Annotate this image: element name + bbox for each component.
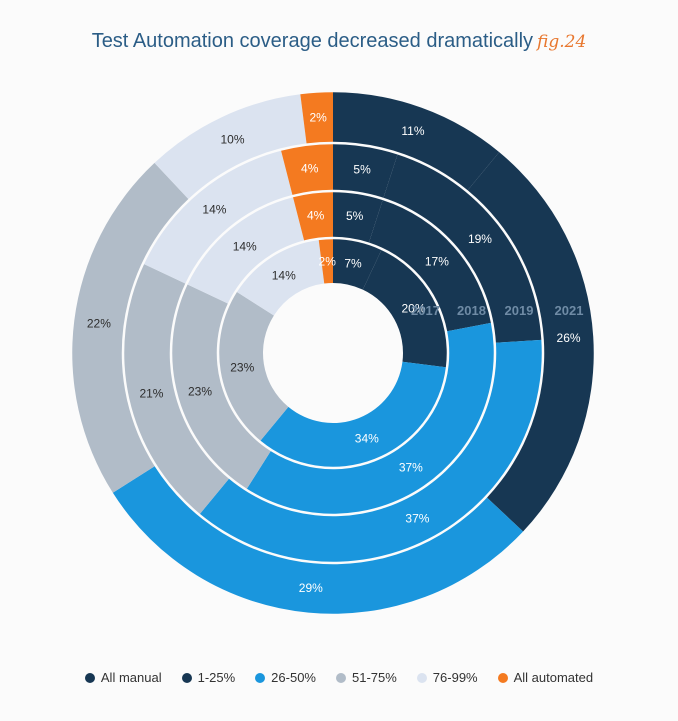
ring-2017-segment-1 [362, 250, 447, 368]
legend-item-0: All manual [84, 670, 162, 685]
ring-2018-segment-1 [368, 200, 491, 332]
ring-2017-label-3: 23% [230, 360, 254, 374]
ring-2017-label-4: 14% [272, 268, 296, 282]
ring-year-label-2021: 2021 [555, 303, 584, 318]
legend-swatch-4 [416, 672, 427, 683]
ring-2021-label-4: 10% [221, 132, 245, 146]
ring-year-label-2019: 2019 [505, 303, 534, 318]
ring-2021-segment-4 [154, 94, 307, 200]
legend-label-4: 76-99% [432, 670, 478, 685]
legend-item-2: 26-50% [255, 670, 316, 685]
ring-2021-label-5: 2% [310, 110, 328, 124]
chart-title: Test Automation coverage decreased drama… [0, 30, 678, 53]
ring-2021-segment-0 [333, 92, 500, 191]
legend-swatch-0 [84, 672, 95, 683]
ring-2021-segment-3 [72, 162, 189, 493]
figure-label: fig.24 [537, 32, 587, 52]
ring-2021-segment-5 [300, 92, 333, 144]
ring-2019-segment-0 [333, 144, 398, 198]
ring-2021-label-1: 26% [557, 331, 581, 345]
legend-item-3: 51-75% [335, 670, 397, 685]
ring-2019-label-3: 21% [139, 387, 163, 401]
ring-2018-label-3: 23% [188, 385, 212, 399]
ring-2019-segment-2 [199, 339, 542, 562]
ring-2021-segment-2 [112, 466, 524, 614]
ring-2018-label-2: 37% [399, 461, 423, 475]
ring-2017-segment-4 [236, 240, 325, 316]
legend-swatch-5 [497, 672, 508, 683]
legend-item-5: All automated [497, 670, 594, 685]
ring-2021-label-2: 29% [299, 581, 323, 595]
ring-2021-label-3: 22% [87, 316, 111, 330]
ring-2017-segment-3 [219, 292, 289, 441]
ring-2017-label-0: 7% [344, 256, 362, 270]
legend-swatch-3 [335, 672, 346, 683]
ring-2019-segment-3 [124, 264, 229, 514]
ring-year-label-2017: 2017 [411, 303, 440, 318]
chart-title-text: Test Automation coverage decreased drama… [91, 30, 534, 52]
ring-2018-label-5: 4% [307, 209, 325, 223]
ring-2021-label-0: 11% [401, 124, 424, 138]
ring-2017-segment-2 [260, 361, 446, 467]
ring-2021-segment-1 [467, 152, 594, 532]
ring-2018-segment-5 [293, 192, 333, 241]
legend-label-5: All automated [513, 670, 594, 685]
ring-2019-segment-1 [383, 154, 542, 343]
ring-2017-label-5: 2% [319, 254, 337, 268]
legend-label-3: 51-75% [351, 670, 397, 685]
ring-2018-segment-3 [172, 284, 271, 489]
ring-2018-label-1: 17% [425, 254, 449, 268]
ring-2019-label-0: 5% [353, 162, 371, 176]
legend-label-2: 26-50% [271, 670, 316, 685]
ring-2018-segment-0 [333, 192, 383, 243]
ring-2018-segment-4 [187, 197, 305, 304]
legend-label-1: 1-25% [197, 670, 236, 685]
legend-label-0: All manual [100, 670, 162, 685]
ring-year-label-2018: 2018 [457, 303, 486, 318]
ring-2019-label-2: 37% [405, 512, 429, 526]
ring-2018-label-4: 14% [233, 239, 257, 253]
ring-2017-label-1: 20% [401, 302, 425, 316]
legend-swatch-1 [181, 672, 192, 683]
ring-2017-label-2: 34% [355, 431, 379, 445]
ring-2017-segment-5 [318, 239, 333, 284]
legend-item-4: 76-99% [416, 670, 478, 685]
chart-legend: All manual 1-25% 26-50% 51-75% 76-99% All aut… [0, 670, 678, 685]
legend-item-1: 1-25% [181, 670, 236, 685]
legend-swatch-2 [255, 672, 266, 683]
ring-2019-label-4: 14% [202, 203, 226, 217]
ring-2017-segment-0 [333, 239, 382, 290]
ring-2019-label-5: 4% [301, 161, 319, 175]
ring-2019-label-1: 19% [468, 232, 492, 246]
ring-2019-segment-4 [144, 150, 293, 284]
ring-2018-label-0: 5% [346, 209, 364, 223]
ring-2018-segment-2 [246, 322, 494, 514]
ring-2019-segment-5 [281, 144, 333, 195]
